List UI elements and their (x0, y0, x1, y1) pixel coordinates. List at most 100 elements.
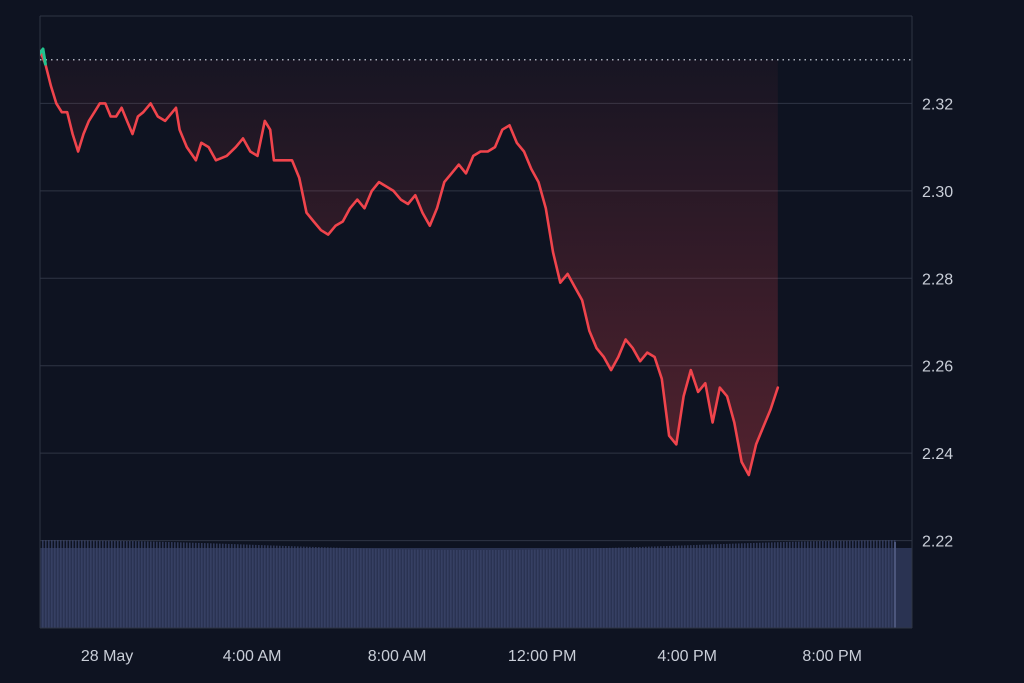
x-axis-ticks: 28 May 4:00 AM 8:00 AM 12:00 PM 4:00 PM 8:00 … (81, 648, 862, 665)
volume-bar (705, 544, 707, 628)
volume-bar (747, 543, 749, 628)
volume-bar (762, 542, 764, 628)
volume-bar (660, 546, 662, 628)
volume-bar (354, 548, 356, 628)
volume-bar (801, 541, 803, 628)
volume-bar (438, 549, 440, 628)
volume-bar (657, 546, 659, 628)
volume-bar (639, 546, 641, 628)
volume-bar (72, 540, 74, 628)
volume-bar (243, 544, 245, 628)
volume-bar (516, 549, 518, 628)
volume-bar (279, 545, 281, 628)
volume-bar (729, 543, 731, 628)
volume-bar (537, 549, 539, 628)
volume-bar (696, 544, 698, 628)
volume-bar (618, 547, 620, 628)
volume-bar (207, 543, 209, 628)
volume-bar (510, 549, 512, 628)
volume-bar (105, 540, 107, 628)
volume-bar (171, 542, 173, 628)
volume-bar (111, 540, 113, 628)
volume-bar (561, 549, 563, 628)
volume-bar (474, 549, 476, 628)
volume-bar (846, 540, 848, 628)
volume-bar (300, 546, 302, 628)
volume-bar (864, 540, 866, 628)
volume-bar (669, 545, 671, 628)
volume-bar (291, 546, 293, 628)
volume-bar (459, 549, 461, 628)
volume-bar (399, 549, 401, 628)
volume-bar (453, 549, 455, 628)
volume-bar (813, 541, 815, 628)
volume-bar (672, 545, 674, 628)
volume-bar (792, 541, 794, 628)
volume-bar (432, 549, 434, 628)
volume-bar (873, 540, 875, 628)
volume-bar (717, 544, 719, 628)
volume-bar (441, 549, 443, 628)
volume-bar (267, 545, 269, 628)
volume-bar (51, 540, 53, 628)
volume-bar (582, 548, 584, 628)
volume-bar (870, 540, 872, 628)
volume-bar (789, 541, 791, 628)
volume-bar (684, 545, 686, 628)
volume-bar (246, 544, 248, 628)
volume-bar (666, 546, 668, 628)
volume-bar (627, 547, 629, 628)
volume-bar (744, 543, 746, 628)
volume-bar (606, 547, 608, 628)
volume-bar (552, 549, 554, 628)
volume-bar (222, 543, 224, 628)
volume-bar (90, 540, 92, 628)
volume-bar (642, 546, 644, 628)
volume-bar (228, 543, 230, 628)
volume-bar (615, 547, 617, 628)
volume-bar (585, 548, 587, 628)
volume-bar (843, 540, 845, 628)
volume-bar (54, 540, 56, 628)
volume-bar (285, 545, 287, 628)
volume-bar (69, 540, 71, 628)
volume-bar (252, 544, 254, 628)
volume-bar (336, 547, 338, 628)
volume-bar (123, 540, 125, 628)
volume-bar (198, 542, 200, 628)
volume-bar (825, 540, 827, 628)
volume-bar (261, 545, 263, 628)
volume-bar (447, 549, 449, 628)
volume-bar (108, 540, 110, 628)
volume-bar (876, 540, 878, 628)
volume-bar (45, 540, 47, 628)
volume-bar (807, 541, 809, 628)
volume-bar (93, 540, 95, 628)
volume-bar (66, 540, 68, 628)
volume-bar (234, 544, 236, 628)
volume-bar (570, 548, 572, 628)
volume-bar (180, 542, 182, 628)
y-tick-label: 2.30 (922, 184, 953, 201)
volume-bar (687, 545, 689, 628)
volume-bar (636, 547, 638, 628)
volume-bar (804, 541, 806, 628)
y-tick-label: 2.22 (922, 534, 953, 551)
volume-bar (855, 540, 857, 628)
volume-bar (558, 549, 560, 628)
volume-bar (468, 549, 470, 628)
volume-bar (369, 548, 371, 628)
volume-bar (60, 540, 62, 628)
volume-bar (129, 540, 131, 628)
volume-bar (573, 548, 575, 628)
volume-bar (375, 548, 377, 628)
volume-bar (417, 549, 419, 628)
volume-bar (810, 541, 812, 628)
volume-bar (351, 548, 353, 628)
volume-bar (165, 541, 167, 628)
volume-bar (633, 547, 635, 628)
volume-bar (750, 543, 752, 628)
volume-bar (888, 540, 890, 628)
volume-bar (186, 542, 188, 628)
volume-bar (519, 549, 521, 628)
